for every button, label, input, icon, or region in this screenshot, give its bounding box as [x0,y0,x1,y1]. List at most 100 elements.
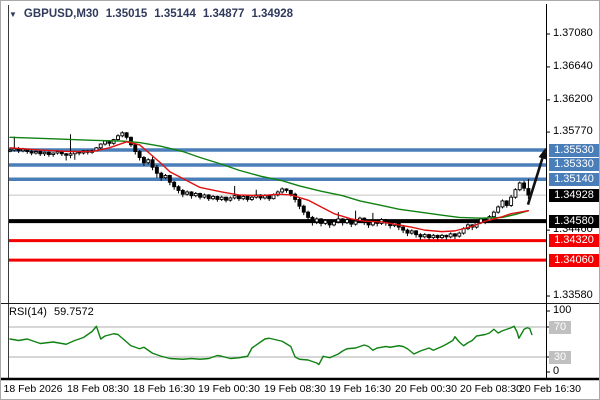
candle-body [496,206,501,213]
candle-body [487,216,492,222]
candle-body [116,135,120,140]
candle-body [51,152,56,155]
candle-body [42,151,47,155]
candle-body [332,221,336,226]
candle-body [46,151,51,155]
candle-body [517,182,522,191]
candle-body [504,200,509,206]
candle-body [414,230,419,236]
chart-title: ▼ GBPUSD,M30 1.35015 1.35144 1.34877 1.3… [9,8,293,20]
candle-body [33,151,38,154]
candle-body [448,233,453,238]
candle-body [401,226,406,231]
candle-body [353,220,358,225]
candle-body [271,194,276,200]
candle-body [453,233,457,237]
candle-body [68,153,73,156]
candle-body [55,151,60,154]
candle-body [301,205,306,213]
ohlc-open-value: 1.35015 [105,8,148,20]
candle-body [146,159,151,164]
candle-body [526,188,531,196]
candle-body [440,234,444,239]
candle-body [137,151,142,158]
candle-body [306,211,311,218]
candle-body [327,219,332,226]
candle-body [280,188,285,193]
candle-body [409,230,414,234]
candle-body [232,195,237,199]
candle-body [198,192,203,198]
candle-body [180,190,185,195]
candle-body [297,198,302,207]
candle-body [310,216,315,223]
ohlc-close-value: 1.34928 [251,8,294,20]
candle-body [237,195,241,200]
candle-body [98,143,103,149]
candle-body [435,234,440,239]
candle-body [176,186,181,191]
candle-body [206,194,211,200]
candle-body [29,151,34,154]
candle-body [241,195,246,200]
candle-body [427,234,431,239]
rsi-line [9,325,533,366]
ohlc-low-value: 1.34877 [202,8,245,20]
candle-body [431,234,436,239]
candle-body [163,175,168,179]
candle-body [319,218,323,224]
symbol-period-label: GBPUSD,M30 [23,8,99,20]
candle-body [193,192,198,197]
candle-body [314,218,319,223]
candle-body [323,219,328,224]
candle-body [215,195,220,200]
candle-body [513,189,518,198]
trend-arrow-head[interactable] [538,147,547,160]
candle-body [340,218,345,224]
candle-body [349,219,354,225]
candle-body [185,191,190,195]
candle-body [422,234,427,238]
ma-fast-line [9,141,530,233]
candle-body [154,166,159,174]
candle-body [405,229,410,234]
candle-body [418,234,423,238]
candle-body [38,151,43,155]
candle-body [258,194,263,199]
candle-body [228,197,233,201]
rsi-name-label: RSI(14) [9,306,47,318]
candle-body [189,191,194,197]
candle-body [500,200,505,208]
candle-body [249,196,254,200]
candle-body [211,195,215,200]
candle-body [159,172,164,179]
candle-body [522,182,527,189]
candle-body [288,190,293,195]
candle-body [336,218,341,223]
candle-body [202,194,207,198]
candle-body [224,196,228,201]
candle-body [362,217,367,223]
candle-body [245,195,250,200]
candle-body [167,175,172,183]
candle-body [120,132,125,137]
candle-body [284,188,289,191]
candle-body [219,196,224,200]
candle-body [64,153,69,156]
candle-body [267,195,272,200]
candle-body [457,232,462,237]
candle-body [444,234,449,238]
candle-body [345,219,349,224]
candle-body [8,149,12,152]
ohlc-high-value: 1.35144 [154,8,196,20]
candle-body [172,181,177,188]
chevron-down-icon: ▼ [9,9,17,19]
candle-body [491,211,496,218]
candle-body [124,132,129,138]
candle-body [275,191,280,196]
trend-arrow-shaft[interactable] [526,157,544,206]
candle-body [103,140,107,145]
candle-body [509,196,514,206]
